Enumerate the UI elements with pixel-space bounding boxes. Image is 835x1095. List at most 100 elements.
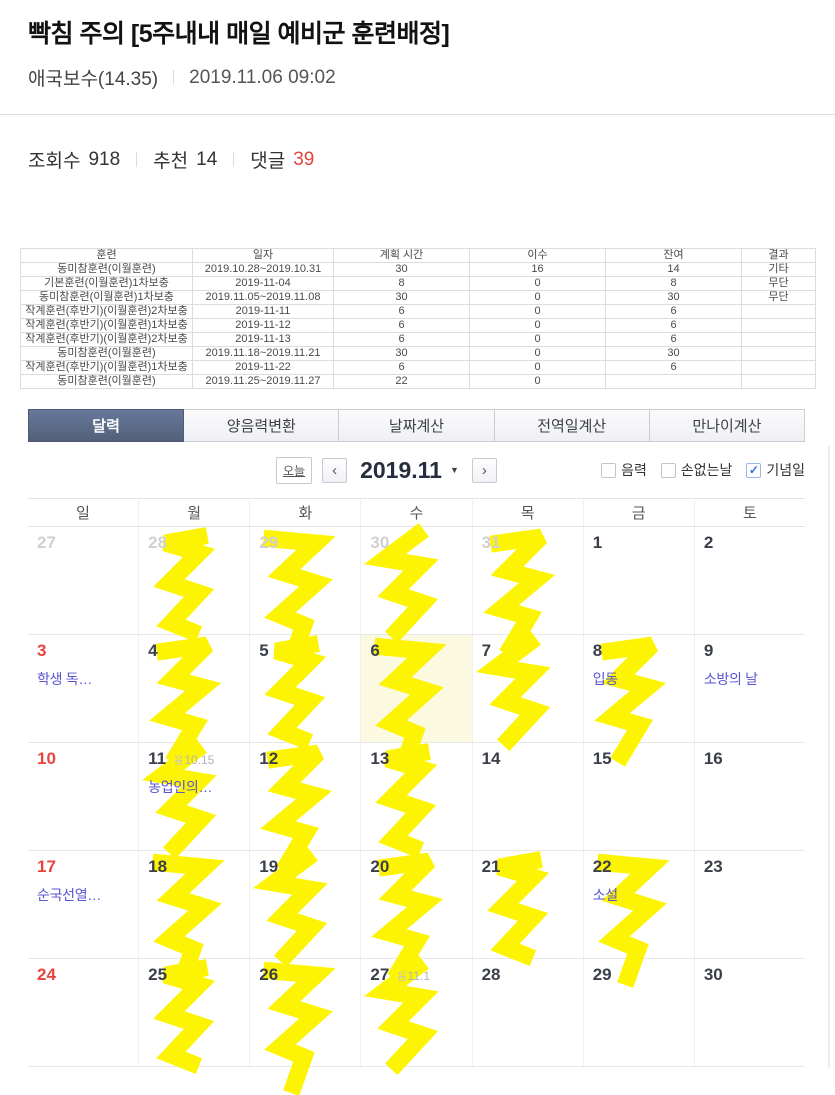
checkbox-icon[interactable] (660, 462, 676, 478)
calendar-day-cell[interactable]: 25 (138, 959, 249, 1075)
table-cell: 6 (605, 304, 742, 319)
calendar-day-cell[interactable]: 2 (693, 527, 805, 634)
calendar-day-cell[interactable]: 24 (28, 959, 138, 1066)
calendar-day-cell[interactable]: 27 음11.1 (360, 955, 471, 1076)
calendar-week-row: 27 28 29 30 31 1 2 (28, 523, 805, 664)
calendar-day-cell[interactable]: 10 (28, 743, 138, 850)
filter-anniversary[interactable]: ✓ 기념일 (746, 460, 805, 480)
calendar-day-cell[interactable]: 12 (249, 743, 360, 875)
calendar-day-cell[interactable]: 18 (138, 851, 249, 988)
weekday-header: 월 (138, 499, 249, 526)
day-number: 10 (37, 749, 56, 768)
next-month-button[interactable]: › (471, 457, 497, 483)
table-cell (741, 304, 816, 319)
calendar-day-cell[interactable]: 26 (249, 959, 360, 1095)
day-number: 3 (37, 641, 47, 660)
lunar-date: 음10.15 (174, 753, 215, 767)
holiday-label[interactable]: 학생 독… (37, 671, 93, 687)
calendar-day-cell[interactable]: 23 (693, 851, 805, 958)
holiday-label[interactable]: 입동 (592, 671, 618, 687)
calendar-day-cell[interactable]: 13 (360, 743, 471, 859)
calendar-day-cell[interactable]: 28 (138, 527, 249, 643)
table-cell: 2019-11-22 (192, 360, 334, 375)
table-cell: 기본훈련(이월훈련)1차보충 (20, 276, 193, 291)
table-cell: 0 (469, 304, 606, 319)
calendar-day-cell[interactable]: 20 (360, 851, 471, 983)
filter-no-evil-spirits-day[interactable]: 손없는날 (660, 460, 732, 480)
checkbox-icon[interactable] (601, 462, 617, 478)
day-number: 28 (481, 965, 501, 984)
day-number: 31 (481, 533, 501, 552)
calendar-day-cell[interactable]: 16 (693, 743, 805, 850)
calendar-day-cell[interactable]: 31 (471, 527, 583, 659)
tab-discharge-date-calculator[interactable]: 전역일계산 (494, 409, 650, 442)
day-number: 2 (703, 533, 714, 552)
calendar-day-cell[interactable]: 8 입동 (582, 635, 694, 767)
calendar-day-cell[interactable]: 28 (471, 959, 583, 1066)
table-cell: 0 (469, 374, 606, 389)
table-cell: 16 (469, 262, 606, 277)
calendar-day-cell[interactable]: 5 (249, 635, 360, 751)
weekday-header: 화 (249, 499, 360, 526)
calendar-day-cell[interactable]: 22 소설 (582, 851, 694, 988)
views-count: 918 (88, 148, 121, 170)
day-number: 11 (148, 749, 167, 768)
table-cell: 작계훈련(후반기)(이월훈련)1차보충 (20, 360, 193, 375)
table-cell: 2019.11.18~2019.11.21 (192, 346, 334, 361)
calendar-day-cell[interactable]: 1 (582, 527, 694, 634)
calendar-day-cell[interactable]: 4 (138, 635, 249, 767)
holiday-label[interactable]: 순국선열… (37, 887, 102, 903)
calendar-day-cell[interactable]: 3 학생 독… (28, 635, 138, 742)
table-cell: 무단 (741, 276, 816, 291)
calendar-day-cell[interactable]: 15 (582, 743, 694, 850)
lunar-prefix: 음 (174, 756, 184, 767)
table-cell: 14 (605, 262, 742, 277)
comments-label[interactable]: 댓글 (250, 151, 286, 172)
table-cell: 6 (333, 360, 470, 375)
month-selector[interactable]: 2019.11 ▼ (360, 457, 459, 484)
weekday-header: 금 (582, 499, 694, 526)
tab-korean-age-calculator[interactable]: 만나이계산 (649, 409, 806, 442)
table-cell: 2019-11-11 (192, 304, 334, 319)
calendar-day-cell[interactable]: 27 (28, 527, 138, 634)
calendar-day-cell[interactable]: 30 (693, 959, 805, 1066)
table-row: 동미참훈련(이월훈련) 2019.11.18~2019.11.21 30 0 30 (20, 346, 816, 361)
holiday-label[interactable]: 소방의 날 (703, 671, 758, 687)
scrollbar-track[interactable] (828, 446, 830, 1068)
prev-month-button[interactable]: ‹ (322, 457, 348, 483)
today-button[interactable]: 오늘 (276, 456, 313, 484)
calendar-day-cell[interactable]: 19 (249, 847, 360, 968)
calendar-day-cell[interactable]: 7 (471, 631, 583, 752)
comments-count[interactable]: 39 (293, 148, 315, 170)
calendar-day-cell[interactable]: 30 (360, 523, 471, 644)
checkbox-checked-icon[interactable]: ✓ (746, 462, 762, 478)
table-column-header: 결과 (741, 248, 816, 263)
day-number: 1 (592, 533, 603, 552)
table-cell (741, 360, 816, 375)
holiday-label[interactable]: 농업인의… (148, 779, 213, 795)
views-label: 조회수 (28, 151, 81, 172)
filter-lunar[interactable]: 음력 (601, 460, 647, 480)
calendar-day-cell[interactable]: 6 (360, 635, 472, 772)
holiday-label[interactable]: 소설 (592, 887, 618, 903)
post-author[interactable]: 애국보수(14.35) (28, 69, 159, 90)
post-stats: 조회수 918 추천 14 댓글 39 (28, 146, 314, 173)
calendar-day-cell[interactable]: 9 소방의 날 (693, 635, 805, 742)
day-number: 26 (259, 965, 279, 984)
day-number: 4 (148, 641, 158, 660)
calendar-day-cell[interactable]: 17 순국선열… (28, 851, 138, 958)
calendar-day-cell[interactable]: 11 음10.15 농업인의… (138, 739, 249, 860)
tab-solar-lunar-converter[interactable]: 양음력변환 (184, 409, 340, 442)
calendar-grid: 27 28 29 30 31 1 2 3 학생 독… 4 5 6 7 8 입동 9 소방의 날 10 11 음10.1… (28, 523, 805, 1095)
day-number: 7 (481, 641, 492, 660)
tab-calendar[interactable]: 달력 (28, 409, 185, 442)
stats-divider (233, 152, 235, 167)
calendar-day-cell[interactable]: 21 (471, 851, 583, 967)
table-cell: 0 (469, 276, 606, 291)
tab-date-calculator[interactable]: 날짜계산 (339, 409, 495, 442)
calendar-day-cell[interactable]: 29 (582, 959, 694, 1066)
calendar-day-cell[interactable]: 14 (471, 743, 583, 850)
day-number: 16 (703, 749, 723, 768)
calendar-day-cell[interactable]: 29 (249, 527, 360, 664)
